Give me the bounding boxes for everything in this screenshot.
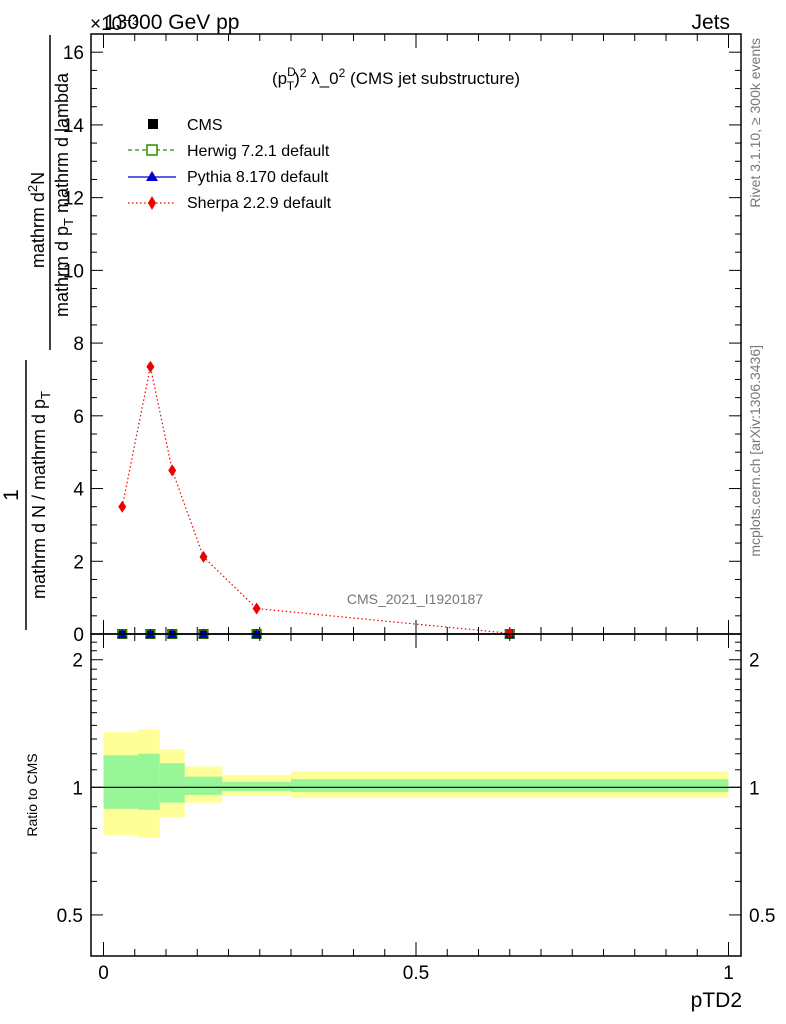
legend: CMS Herwig 7.2.1 default Pythia 8.170 de… [128,117,332,212]
legend-herwig: Herwig 7.2.1 default [128,143,330,160]
energy-label: 13000 GeV pp [104,11,239,34]
sherpa-line [121,366,510,634]
ylabel-denominator: mathrm d pT mathrm d lambda [52,72,76,317]
sherpa-point [146,360,155,373]
y-tick-label: 4 [73,480,84,501]
y-scale-exponent: ×10⁻³ [90,14,139,35]
ratio-plot: 0.5 0.5 1 1 2 2 0 0.5 1 [57,633,776,984]
x-tick-label: 1 [723,963,734,984]
legend-herwig-label: Herwig 7.2.1 default [187,143,330,160]
ratio-y-tick-label-right: 1 [749,778,760,799]
ratio-y-tick-label: 0.5 [57,906,83,927]
ratio-y-tick-label-right: 2 [749,651,760,672]
y-tick-label: 0 [73,625,84,646]
ratio-band-inner [222,781,291,792]
legend-pythia-marker [146,171,158,181]
y-tick-label: 12 [63,189,84,210]
legend-pythia-label: Pythia 8.170 default [187,169,329,186]
main-y-axis-label: 1 mathrm d N / mathrm d pT mathrm d2N ma… [0,35,76,630]
x-axis-label: pTD2 [691,989,742,1012]
legend-herwig-marker [146,144,158,156]
legend-sherpa: Sherpa 2.2.9 default [128,195,332,212]
ylabel-prefix-numerator: 1 [0,489,23,501]
ratio-band-inner [159,763,185,803]
ratio-y-axis-label: Ratio to CMS [24,753,40,836]
analysis-watermark: CMS_2021_I1920187 [347,591,483,607]
y-tick-label: 16 [63,43,84,64]
main-ticks [91,34,741,635]
ratio-band-inner [291,779,729,792]
y-tick-label: 10 [63,261,84,282]
x-tick-label: 0 [98,963,109,984]
ylabel-prefix-denominator: mathrm d N / mathrm d pT [29,391,53,599]
plot-title: (pD T)2 λ_02 (CMS jet substructure) [272,65,520,93]
rivet-label: Rivet 3.1.10, ≥ 300k events [747,38,763,208]
ratio-bands [91,729,741,838]
legend-pythia: Pythia 8.170 default [128,169,329,186]
legend-cms-label: CMS [187,117,223,134]
main-y-tick-labels: 0 2 4 6 8 10 12 14 16 [63,43,85,646]
sherpa-point [168,464,177,477]
y-tick-label: 8 [73,334,84,355]
ratio-band-inner [184,776,223,795]
legend-cms: CMS [148,117,223,134]
ratio-band-inner [103,755,138,809]
ratio-tick-labels: 0.5 0.5 1 1 2 2 0 0.5 1 [57,651,776,984]
sherpa-point [199,550,208,563]
ratio-y-tick-label: 2 [72,651,83,672]
mcplots-label: mcplots.cern.ch [arXiv:1306.3436] [747,345,763,557]
legend-sherpa-label: Sherpa 2.2.9 default [187,195,332,212]
ratio-y-tick-label-right: 0.5 [749,906,775,927]
y-tick-label: 2 [73,552,84,573]
y-tick-label: 14 [63,116,85,137]
ratio-frame [90,633,742,957]
ratio-y-tick-label: 1 [72,778,83,799]
sherpa-point [252,602,261,615]
main-plot: 0 2 4 6 8 10 12 14 16 [63,33,742,646]
y-tick-label: 6 [73,407,84,428]
ratio-band-inner [137,753,160,810]
legend-sherpa-marker [148,196,156,210]
process-label: Jets [691,11,730,34]
x-tick-label: 0.5 [403,963,429,984]
ylabel-numerator: mathrm d2N [25,172,48,268]
ratio-ticks [91,634,741,956]
sherpa-point [118,500,127,513]
legend-cms-marker [148,119,158,129]
